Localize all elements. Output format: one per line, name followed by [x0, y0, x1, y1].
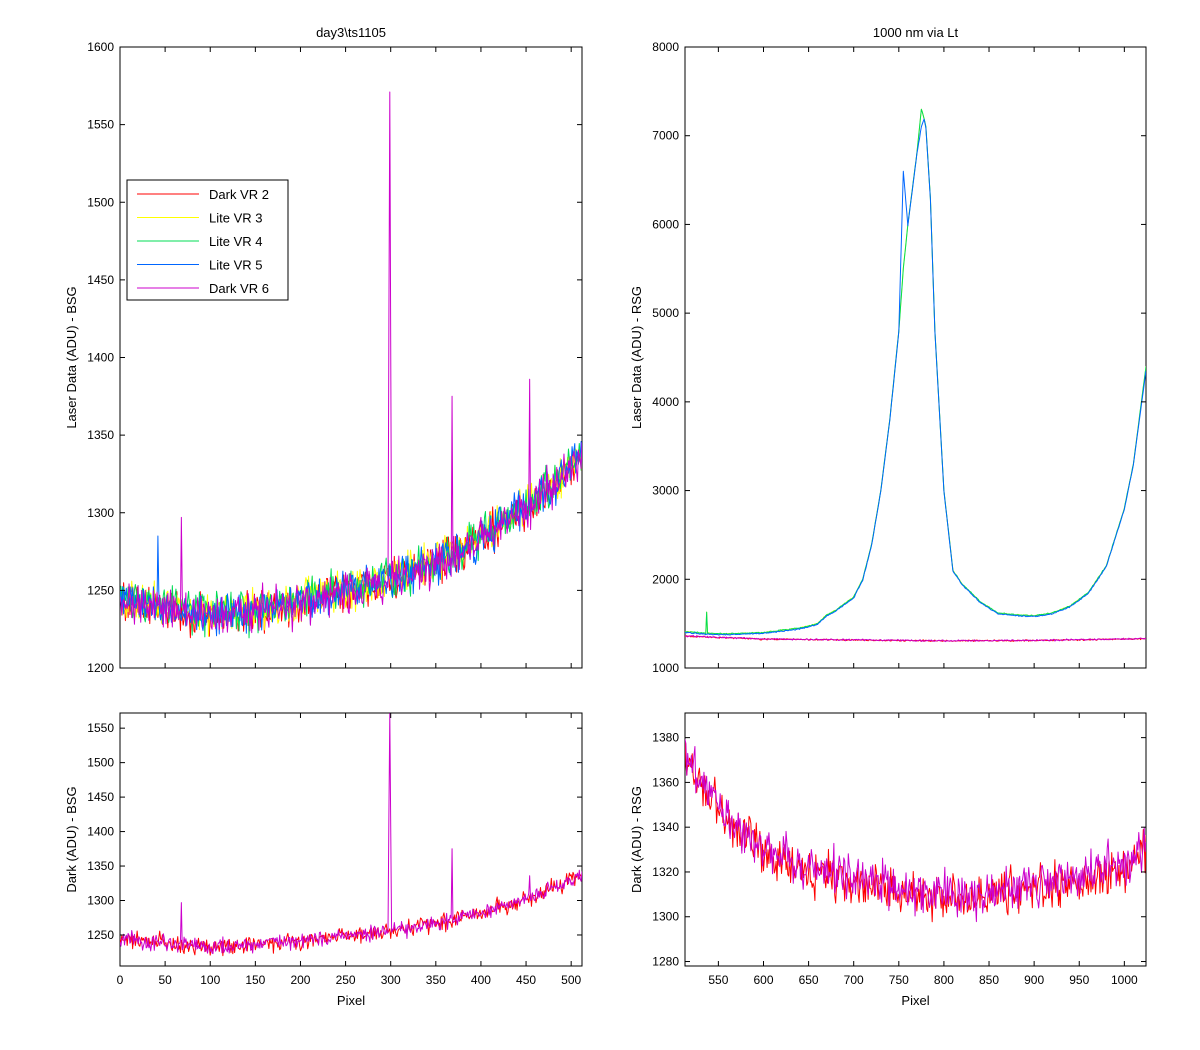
x-tick-label: 600: [753, 973, 773, 987]
y-tick-label: 1340: [652, 820, 679, 834]
y-tick-label: 1200: [87, 661, 114, 675]
plot-area: [119, 46, 583, 669]
x-tick-label: 850: [979, 973, 999, 987]
y-tick-label: 1400: [87, 825, 114, 839]
y-tick-label: 1400: [87, 351, 114, 365]
y-axis-label: Laser Data (ADU) - BSG: [64, 286, 79, 428]
x-tick-label: 650: [799, 973, 819, 987]
x-tick-label: 800: [934, 973, 954, 987]
series-line-lite-vr-5: [685, 118, 1146, 636]
x-tick-label: 0: [117, 973, 124, 987]
x-tick-label: 700: [844, 973, 864, 987]
y-tick-label: 1500: [87, 756, 114, 770]
plot-area: [684, 712, 1147, 967]
x-axis-label: Pixel: [901, 993, 929, 1008]
panel-dark-bsg: 0 50 100 150 200 250 300 350 400 450 500 1250 1300 13…: [64, 712, 583, 1008]
x-tick-label: 500: [561, 973, 581, 987]
x-tick-label: 200: [290, 973, 310, 987]
x-tick-label: 400: [471, 973, 491, 987]
y-tick-label: 1300: [652, 910, 679, 924]
series-line-dark-vr-6: [120, 91, 582, 634]
y-tick-label: 1300: [87, 894, 114, 908]
y-tick-label: 1250: [87, 583, 114, 597]
y-tick-label: 5000: [652, 306, 679, 320]
traces: [120, 713, 582, 957]
traces: [120, 91, 582, 639]
y-tick-label: 1350: [87, 859, 114, 873]
y-axis-label: Dark (ADU) - BSG: [64, 786, 79, 892]
y-tick-label: 1450: [87, 790, 114, 804]
traces: [685, 108, 1146, 643]
plot-area: [684, 46, 1147, 669]
y-tick-label: 1360: [652, 775, 679, 789]
x-tick-label: 1000: [1111, 973, 1138, 987]
x-tick-label: 100: [200, 973, 220, 987]
y-tick-label: 3000: [652, 484, 679, 498]
chart-title: 1000 nm via Lt: [873, 25, 959, 40]
y-tick-label: 8000: [652, 40, 679, 54]
x-tick-label: 150: [245, 973, 265, 987]
panel-laser-rsg: 1000 2000 3000 4000 5000 6000 7000 8000 1000 nm …: [629, 25, 1147, 675]
legend: Dark VR 2 Lite VR 3 Lite VR 4 Lite VR 5 Dark…: [126, 179, 289, 301]
legend-box: [126, 179, 289, 301]
y-axis-label: Dark (ADU) - RSG: [629, 786, 644, 893]
y-tick-label: 1250: [87, 928, 114, 942]
x-tick-label: 750: [889, 973, 909, 987]
y-tick-label: 1500: [87, 195, 114, 209]
legend-label-dark-vr-2: Dark VR 2: [209, 187, 269, 202]
chart-title: day3\ts1105: [316, 25, 386, 40]
y-tick-label: 4000: [652, 395, 679, 409]
series-line-dark-vr-6: [120, 713, 582, 955]
legend-label-lite-vr-3: Lite VR 3: [209, 211, 262, 226]
legend-label-dark-vr-6: Dark VR 6: [209, 281, 269, 296]
y-tick-label: 7000: [652, 129, 679, 143]
y-tick-label: 1320: [652, 865, 679, 879]
series-line-dark-vr-6: [685, 634, 1146, 643]
y-tick-label: 1600: [87, 40, 114, 54]
panel-dark-rsg: 550 600 650 700 750 800 850 900 950 1000 1280 1300 1…: [629, 712, 1147, 1008]
y-tick-label: 1280: [652, 955, 679, 969]
y-axis-label: Laser Data (ADU) - RSG: [629, 286, 644, 429]
legend-label-lite-vr-5: Lite VR 5: [209, 258, 262, 273]
y-tick-label: 1550: [87, 118, 114, 132]
x-tick-label: 900: [1024, 973, 1044, 987]
plot-area: [119, 712, 583, 967]
panel-laser-bsg: 1200 1250 1300 1350 1400 1450 1500 1550 1600 day3…: [64, 25, 583, 675]
x-axis-label: Pixel: [337, 993, 365, 1008]
y-tick-label: 1300: [87, 506, 114, 520]
x-tick-label: 50: [158, 973, 172, 987]
y-tick-label: 1380: [652, 731, 679, 745]
y-tick-label: 6000: [652, 217, 679, 231]
x-tick-label: 250: [336, 973, 356, 987]
y-tick-label: 1450: [87, 273, 114, 287]
x-tick-label: 450: [516, 973, 536, 987]
y-tick-label: 1000: [652, 661, 679, 675]
series-line-dark-vr-6: [685, 739, 1146, 923]
legend-label-lite-vr-4: Lite VR 4: [209, 234, 262, 249]
y-tick-label: 2000: [652, 572, 679, 586]
x-tick-label: 550: [708, 973, 728, 987]
x-tick-label: 950: [1069, 973, 1089, 987]
x-tick-label: 300: [381, 973, 401, 987]
y-tick-label: 1550: [87, 721, 114, 735]
y-tick-label: 1350: [87, 428, 114, 442]
x-tick-label: 350: [426, 973, 446, 987]
traces: [685, 739, 1146, 923]
